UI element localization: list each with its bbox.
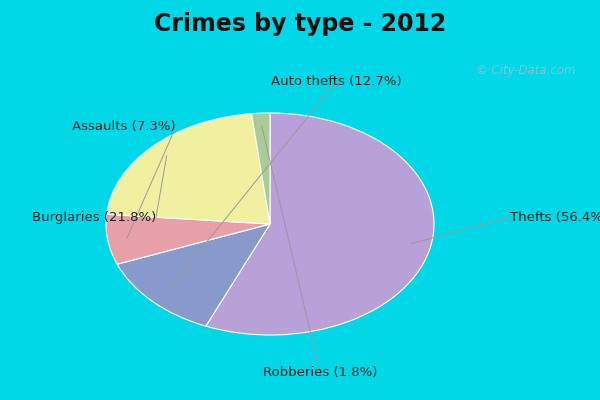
Text: Robberies (1.8%): Robberies (1.8%) [263, 366, 377, 380]
Text: Burglaries (21.8%): Burglaries (21.8%) [32, 211, 156, 224]
Text: © City-Data.com: © City-Data.com [476, 64, 576, 77]
Wedge shape [107, 114, 270, 224]
Text: Assaults (7.3%): Assaults (7.3%) [73, 120, 176, 133]
Text: Thefts (56.4%): Thefts (56.4%) [510, 211, 600, 224]
Wedge shape [106, 214, 270, 264]
Text: Crimes by type - 2012: Crimes by type - 2012 [154, 12, 446, 36]
Text: Auto thefts (12.7%): Auto thefts (12.7%) [271, 75, 401, 88]
Wedge shape [117, 224, 270, 326]
Wedge shape [206, 113, 434, 335]
Wedge shape [251, 113, 270, 224]
